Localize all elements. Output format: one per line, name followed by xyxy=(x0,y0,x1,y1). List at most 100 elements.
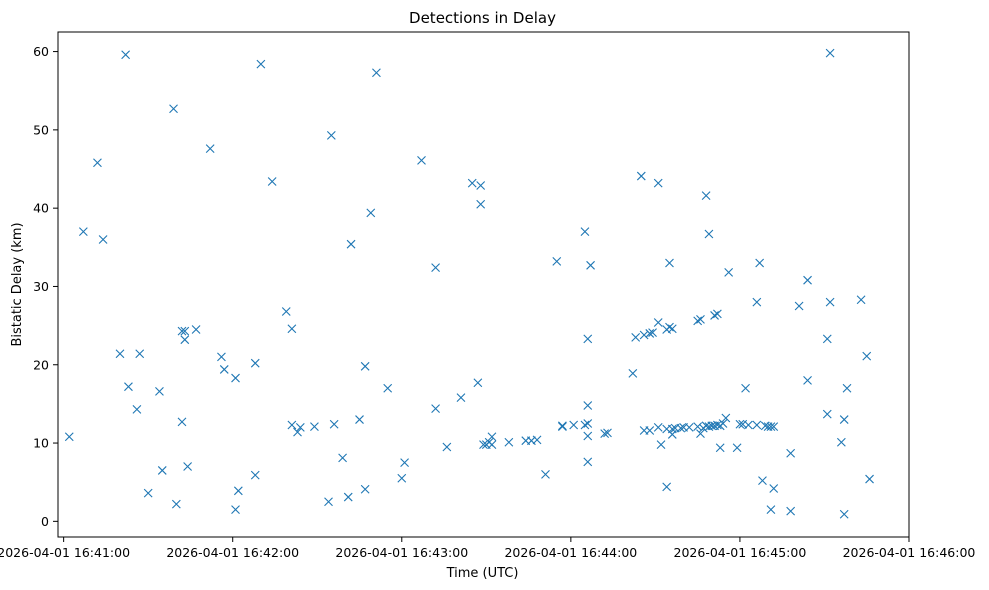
data-point-marker xyxy=(397,473,407,483)
data-point-marker xyxy=(431,263,440,273)
data-point-marker xyxy=(667,430,677,439)
data-point-marker xyxy=(532,435,542,445)
data-point-marker xyxy=(281,307,291,316)
data-point-marker xyxy=(417,156,426,165)
data-point-marker xyxy=(287,324,297,334)
data-point-marker xyxy=(704,229,714,239)
y-tick-label: 40 xyxy=(33,201,49,216)
data-point-marker xyxy=(696,314,705,324)
data-point-marker xyxy=(250,358,260,368)
data-point-marker xyxy=(822,334,832,344)
data-point-marker xyxy=(338,453,347,463)
data-point-marker xyxy=(645,329,655,338)
data-point-marker xyxy=(467,178,477,188)
data-point-marker xyxy=(583,457,593,467)
data-point-marker xyxy=(665,322,674,332)
data-point-marker xyxy=(541,469,550,479)
data-point-marker xyxy=(752,297,762,307)
data-point-marker xyxy=(98,235,108,244)
data-point-marker xyxy=(653,318,663,327)
data-point-marker xyxy=(653,422,663,432)
x-tick-label: 2026-04-01 16:43:00 xyxy=(335,545,468,560)
data-point-marker xyxy=(143,488,153,498)
data-point-marker xyxy=(865,474,874,484)
data-point-marker xyxy=(310,422,319,431)
data-point-marker xyxy=(656,440,666,450)
data-point-marker xyxy=(177,326,187,336)
data-point-marker xyxy=(287,420,297,430)
data-point-marker xyxy=(583,401,593,410)
data-point-marker xyxy=(836,437,846,447)
data-point-marker xyxy=(786,448,796,458)
data-point-marker xyxy=(256,59,266,69)
data-point-marker xyxy=(766,422,776,431)
data-point-marker xyxy=(442,442,452,452)
y-tick-label: 60 xyxy=(33,44,49,59)
data-point-marker xyxy=(803,376,812,385)
data-point-marker xyxy=(653,178,663,188)
data-point-marker xyxy=(569,420,579,430)
data-point-marker xyxy=(712,309,722,319)
data-point-marker xyxy=(205,144,215,154)
data-point-marker xyxy=(769,422,779,431)
data-point-marker xyxy=(64,432,74,442)
data-point-marker xyxy=(712,420,722,430)
data-point-marker xyxy=(693,422,703,431)
data-point-marker xyxy=(476,199,486,209)
data-point-marker xyxy=(366,208,376,218)
data-point-marker xyxy=(769,484,779,493)
data-point-marker xyxy=(583,334,593,344)
data-point-marker xyxy=(825,48,835,58)
data-point-marker xyxy=(839,415,849,424)
data-point-marker xyxy=(758,476,767,486)
data-point-marker xyxy=(639,330,649,340)
data-point-marker xyxy=(710,311,719,320)
data-point-marker xyxy=(343,492,353,502)
data-point-marker xyxy=(115,349,125,359)
data-point-marker xyxy=(583,419,593,428)
data-point-marker xyxy=(752,420,762,430)
data-point-marker xyxy=(603,428,612,438)
y-tick-label: 20 xyxy=(33,357,49,372)
data-point-marker xyxy=(479,440,488,450)
data-point-marker xyxy=(324,497,333,507)
data-point-marker xyxy=(329,419,339,429)
data-point-marker xyxy=(231,505,240,514)
y-tick-label: 30 xyxy=(33,279,49,294)
data-point-marker xyxy=(718,419,728,428)
data-point-marker xyxy=(741,383,750,393)
data-point-marker xyxy=(839,509,849,519)
data-point-marker xyxy=(180,326,190,336)
data-point-marker xyxy=(487,432,497,442)
data-point-marker xyxy=(665,258,674,268)
data-point-marker xyxy=(124,382,133,392)
data-point-marker xyxy=(383,383,393,393)
data-point-marker xyxy=(600,429,610,439)
data-point-marker xyxy=(504,437,514,447)
data-point-marker xyxy=(803,275,812,285)
data-point-marker xyxy=(132,404,142,414)
data-point-marker xyxy=(400,458,409,468)
data-point-marker xyxy=(476,181,486,190)
data-point-marker xyxy=(171,499,181,509)
data-point-marker xyxy=(293,427,302,437)
x-tick-label: 2026-04-01 16:44:00 xyxy=(504,545,637,560)
x-axis-label: Time (UTC) xyxy=(446,566,519,581)
x-tick-label: 2026-04-01 16:41:00 xyxy=(0,545,130,560)
data-point-marker xyxy=(583,431,593,441)
data-point-marker xyxy=(825,297,835,307)
data-point-marker xyxy=(456,393,466,403)
data-point-marker xyxy=(93,158,102,168)
data-point-marker xyxy=(250,470,260,480)
data-point-marker xyxy=(155,386,164,396)
data-point-marker xyxy=(217,352,226,362)
data-point-marker xyxy=(135,349,145,359)
data-point-marker xyxy=(372,68,381,78)
data-point-marker xyxy=(667,324,677,334)
data-point-marker xyxy=(180,335,190,345)
x-tick-label: 2026-04-01 16:46:00 xyxy=(843,545,976,560)
y-tick-label: 50 xyxy=(33,122,49,137)
y-axis-label: Bistatic Delay (km) xyxy=(10,222,25,346)
